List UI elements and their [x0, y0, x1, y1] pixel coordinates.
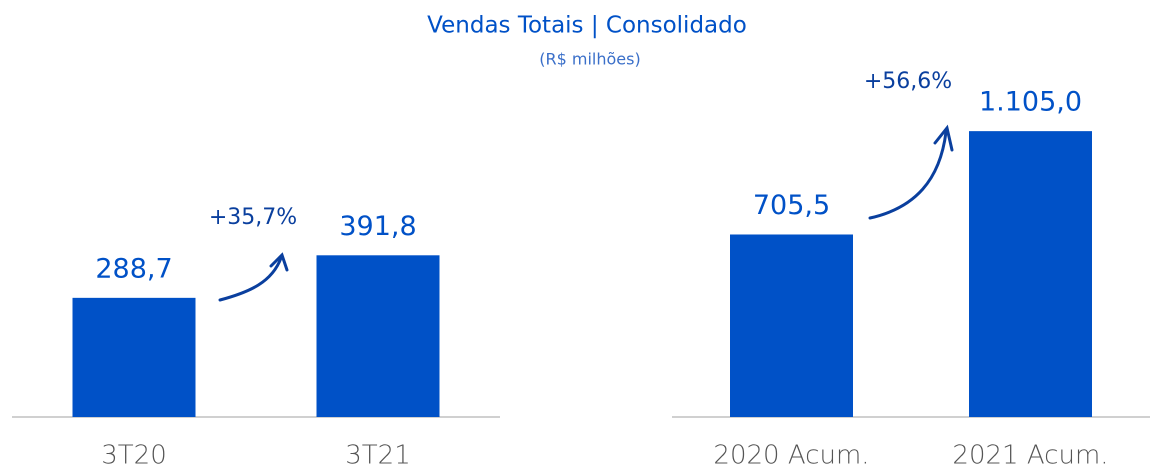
- arrow: [218, 124, 954, 302]
- bar: [730, 234, 853, 417]
- chart-title: Vendas Totais | Consolidado: [427, 13, 747, 39]
- x-tick-label: 3T20: [101, 441, 167, 468]
- annotation: +56,6%: [864, 69, 952, 94]
- annotation: +35,7%: [209, 205, 297, 230]
- bar: [72, 297, 196, 417]
- x-tick-label: 3T21: [345, 441, 411, 468]
- value-label: 288,7: [95, 253, 172, 284]
- x-tick-label: 2021 Acum.: [952, 441, 1108, 468]
- value-label: 705,5: [753, 190, 830, 221]
- bar: [316, 255, 440, 417]
- value-label: 1.105,0: [979, 87, 1082, 118]
- value-label: 391,8: [339, 211, 416, 242]
- chart-subtitle: (R$ milhões): [539, 50, 640, 69]
- x-tick-label: 2020 Acum.: [713, 441, 869, 468]
- bar: [969, 131, 1092, 418]
